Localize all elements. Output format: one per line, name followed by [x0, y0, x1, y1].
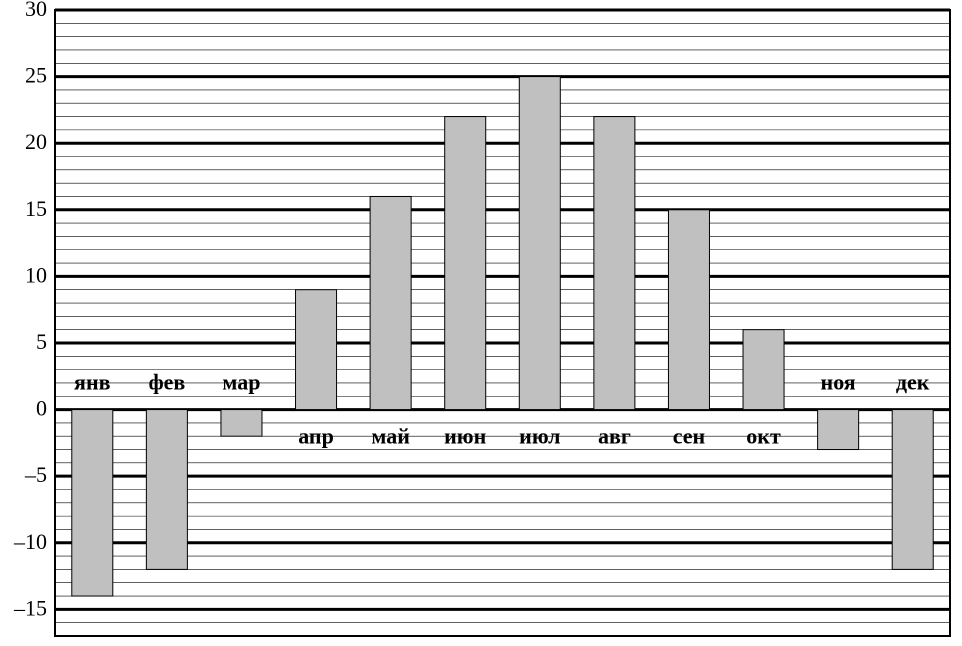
month-label-сен: сен — [673, 424, 706, 449]
month-label-май: май — [371, 424, 410, 449]
month-label-июн: июн — [444, 424, 486, 449]
bar-ноя — [818, 410, 859, 450]
y-tick-15: 15 — [25, 196, 47, 221]
y-tick--5: –5 — [24, 462, 47, 487]
bar-июл — [519, 77, 560, 410]
month-label-июл: июл — [519, 424, 560, 449]
month-label-ноя: ноя — [821, 370, 856, 395]
month-label-авг: авг — [598, 424, 631, 449]
y-tick-0: 0 — [36, 396, 47, 421]
month-label-фев: фев — [148, 370, 185, 395]
y-tick--10: –10 — [13, 529, 47, 554]
chart-svg: –15 –10 –5 0 5 10 15 20 25 30 янв фев мар апр май июн ию… — [0, 0, 962, 646]
y-tick-30: 30 — [25, 0, 47, 21]
month-label-мар: мар — [222, 370, 260, 395]
month-label-окт: окт — [746, 424, 781, 449]
bar-окт — [743, 330, 784, 410]
bar-апр — [296, 290, 337, 410]
bar-фев — [146, 410, 187, 570]
y-tick-5: 5 — [36, 329, 47, 354]
bar-янв — [72, 410, 113, 596]
bar-сен — [668, 210, 709, 410]
bar-май — [370, 196, 411, 409]
month-label-дек: дек — [896, 370, 930, 395]
bar-авг — [594, 117, 635, 410]
y-tick-10: 10 — [25, 262, 47, 287]
temperature-bar-chart: –15 –10 –5 0 5 10 15 20 25 30 янв фев мар апр май июн ию… — [0, 0, 962, 646]
month-label-апр: апр — [298, 424, 334, 449]
y-tick-25: 25 — [25, 63, 47, 88]
bar-мар — [221, 410, 262, 437]
bar-дек — [892, 410, 933, 570]
y-tick-20: 20 — [25, 129, 47, 154]
bar-июн — [445, 117, 486, 410]
month-label-янв: янв — [74, 370, 111, 395]
y-tick--15: –15 — [13, 595, 47, 620]
